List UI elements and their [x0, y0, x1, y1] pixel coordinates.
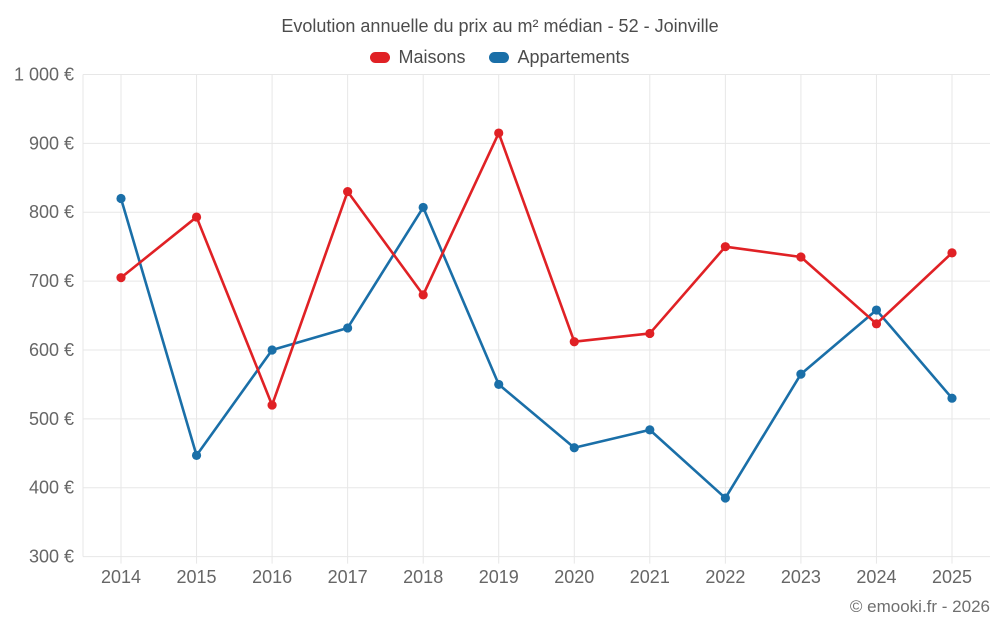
- data-point-maisons-2014[interactable]: [116, 273, 126, 283]
- data-point-appartements-2021[interactable]: [645, 425, 655, 435]
- legend-label-maisons: Maisons: [398, 46, 466, 67]
- x-axis-tick-label: 2016: [252, 567, 292, 587]
- data-point-maisons-2024[interactable]: [871, 319, 882, 329]
- data-point-appartements-2020[interactable]: [569, 443, 579, 453]
- data-point-maisons-2021[interactable]: [645, 328, 655, 339]
- data-point-maisons-2023[interactable]: [796, 252, 806, 262]
- x-axis-tick-label: 2022: [705, 567, 745, 587]
- data-point-appartements-2024[interactable]: [871, 305, 882, 315]
- data-point-maisons-2025[interactable]: [947, 248, 957, 258]
- y-axis-tick-label: 800 €: [29, 202, 74, 222]
- data-point-appartements-2023[interactable]: [796, 369, 806, 379]
- y-axis-tick-label: 1 000 €: [14, 65, 74, 85]
- data-point-maisons-2022[interactable]: [720, 242, 730, 252]
- data-point-appartements-2022[interactable]: [720, 493, 730, 503]
- data-point-maisons-2018[interactable]: [418, 290, 428, 300]
- data-point-appartements-2017[interactable]: [343, 323, 353, 333]
- appartements-swatch-icon: [489, 51, 510, 63]
- data-point-appartements-2014[interactable]: [116, 193, 126, 204]
- x-axis-tick-label: 2020: [554, 567, 594, 587]
- data-point-maisons-2015[interactable]: [191, 212, 202, 222]
- x-axis-tick-label: 2023: [781, 567, 821, 587]
- data-point-maisons-2017[interactable]: [343, 186, 353, 197]
- maisons-swatch-icon: [370, 51, 391, 63]
- data-point-maisons-2019[interactable]: [494, 128, 504, 138]
- y-axis-tick-label: 500 €: [29, 409, 74, 429]
- data-point-appartements-2016[interactable]: [267, 345, 277, 355]
- y-axis-tick-label: 300 €: [29, 547, 74, 567]
- x-axis-tick-label: 2014: [101, 567, 141, 587]
- series-line-maisons: [119, 131, 954, 407]
- series-line-appartements: [119, 197, 954, 500]
- data-point-appartements-2018[interactable]: [418, 202, 428, 213]
- copyright-credit: © emooki.fr - 2026: [849, 597, 990, 616]
- y-axis-tick-label: 700 €: [29, 271, 74, 291]
- chart-legend: Maisons Appartements: [0, 45, 1000, 69]
- data-point-appartements-2025[interactable]: [947, 393, 957, 403]
- y-axis-tick-label: 400 €: [29, 478, 74, 498]
- data-point-appartements-2019[interactable]: [494, 379, 504, 390]
- legend-label-appartements: Appartements: [517, 46, 630, 67]
- x-axis-tick-label: 2019: [479, 567, 519, 587]
- y-axis-tick-label: 600 €: [29, 340, 74, 360]
- legend-item-maisons[interactable]: Maisons: [370, 47, 465, 68]
- x-axis-tick-label: 2021: [630, 567, 670, 587]
- chart-title: Evolution annuelle du prix au m² médian …: [281, 16, 719, 36]
- x-axis-tick-label: 2015: [177, 567, 217, 587]
- x-axis-tick-label: 2017: [328, 567, 368, 587]
- data-point-maisons-2020[interactable]: [569, 337, 579, 347]
- y-axis-tick-label: 900 €: [29, 133, 74, 153]
- data-point-appartements-2015[interactable]: [191, 450, 202, 460]
- x-axis-tick-label: 2024: [856, 567, 896, 587]
- x-axis-tick-label: 2018: [403, 567, 443, 587]
- legend-item-appartements[interactable]: Appartements: [489, 46, 630, 68]
- x-axis-tick-label: 2025: [932, 567, 972, 587]
- data-point-maisons-2016[interactable]: [267, 400, 277, 410]
